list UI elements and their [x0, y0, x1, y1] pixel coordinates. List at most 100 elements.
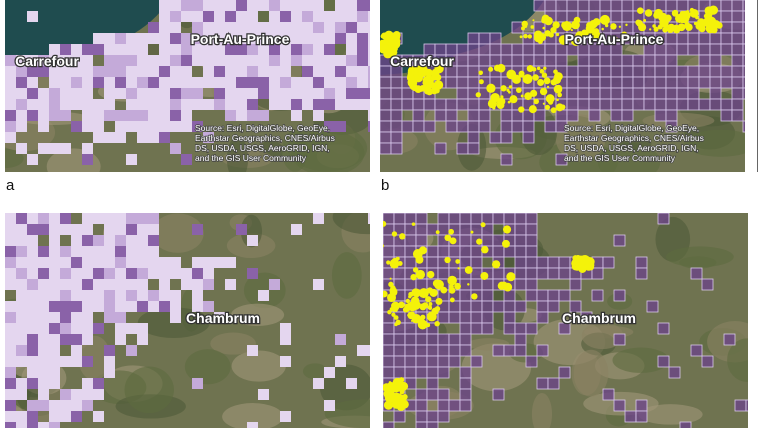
grid-cell [170, 268, 181, 279]
settlement [497, 97, 506, 106]
grid-cell [280, 44, 291, 55]
grid-cell [380, 142, 392, 155]
grid-cell [82, 312, 93, 323]
grid-cell [437, 355, 450, 368]
grid-cell [503, 289, 516, 302]
grid-cell [291, 110, 302, 121]
grid-cell [569, 300, 582, 313]
grid-cell [126, 257, 137, 268]
grid-cell [104, 290, 115, 301]
grid-cell [38, 88, 49, 99]
grid-cell [346, 99, 357, 110]
grid-cell [71, 334, 82, 345]
grid-cell [170, 312, 181, 323]
grid-cell [181, 88, 192, 99]
grid-cell [709, 76, 722, 89]
settlement [561, 21, 569, 29]
grid-cell [82, 235, 93, 246]
grid-cell [247, 77, 258, 88]
settlement [526, 65, 534, 73]
grid-cell [676, 0, 689, 12]
grid-cell [434, 98, 447, 111]
grid-cell [60, 389, 71, 400]
grid-cell [49, 279, 60, 290]
grid-cell [60, 312, 71, 323]
grid-cell [104, 367, 115, 378]
grid-cell [5, 77, 16, 88]
grid-cell [71, 411, 82, 422]
grid-cell [313, 0, 324, 11]
grid-cell [701, 355, 714, 368]
grid-cell [203, 11, 214, 22]
grid-cell [16, 345, 27, 356]
grid-cell [27, 11, 38, 22]
grid-cell [27, 66, 38, 77]
grid-cell [404, 366, 417, 379]
grid-cell [393, 355, 406, 368]
grid-cell [115, 66, 126, 77]
grid-cell [690, 267, 703, 280]
grid-cell [247, 55, 258, 66]
grid-cell [60, 213, 71, 224]
grid-cell [437, 344, 450, 357]
grid-cell [335, 66, 346, 77]
settlement [500, 85, 507, 92]
grid-cell [635, 410, 648, 423]
grid-cell [621, 10, 634, 23]
grid-cell [514, 267, 527, 280]
grid-cell [225, 55, 236, 66]
grid-cell [27, 279, 38, 290]
grid-cell [126, 154, 137, 165]
attribution: Earthstar Geographics, CNES/Airbus [564, 133, 704, 143]
grid-cell [723, 333, 736, 346]
settlement [519, 35, 523, 39]
settlement [698, 25, 706, 33]
grid-cell [93, 389, 104, 400]
settlement [522, 74, 533, 84]
grid-cell [170, 88, 181, 99]
grid-cell [401, 87, 414, 100]
grid-cell [437, 245, 450, 258]
grid-cell [470, 267, 483, 280]
settlement [552, 21, 560, 29]
grid-cell [555, 0, 568, 12]
grid-cell [383, 267, 395, 280]
grid-cell [720, 65, 733, 78]
grid-cell [93, 235, 104, 246]
grid-cell [82, 66, 93, 77]
grid-cell [27, 323, 38, 334]
terrain [612, 347, 670, 373]
grid-cell [709, 54, 722, 67]
settlement [512, 75, 521, 84]
grid-cell [148, 224, 159, 235]
settlement [541, 17, 548, 24]
grid-cell [665, 0, 678, 12]
grid-cell [192, 224, 203, 235]
grid-cell [247, 11, 258, 22]
grid-cell [192, 257, 203, 268]
grid-cell [632, 98, 645, 111]
settlement [537, 38, 543, 44]
settlement [542, 26, 546, 30]
grid-cell [181, 33, 192, 44]
grid-cell [383, 234, 395, 247]
grid-cell [214, 257, 225, 268]
settlement [392, 305, 399, 313]
grid-cell [93, 121, 104, 132]
grid-cell [60, 110, 71, 121]
grid-cell [324, 22, 335, 33]
grid-cell [335, 33, 346, 44]
grid-cell [27, 246, 38, 257]
grid-cell [247, 44, 258, 55]
grid-cell [104, 356, 115, 367]
terrain [727, 338, 748, 382]
grid-cell [536, 256, 549, 269]
grid-cell [698, 54, 711, 67]
grid-cell [467, 54, 480, 67]
grid-cell [503, 300, 516, 313]
grid-cell [181, 268, 192, 279]
grid-cell [38, 356, 49, 367]
grid-cell [71, 301, 82, 312]
grid-cell [302, 44, 313, 55]
grid-cell [269, 33, 280, 44]
